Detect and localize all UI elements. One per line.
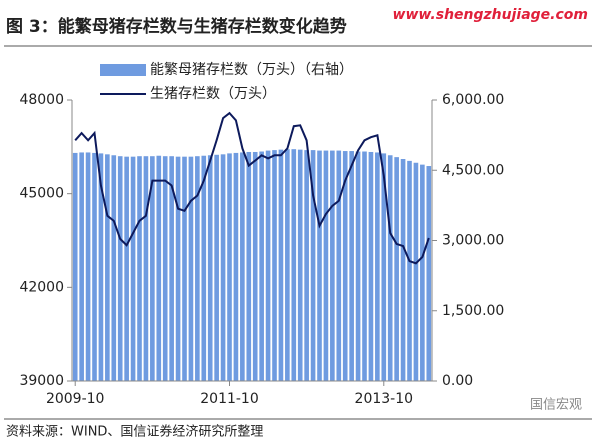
bar bbox=[124, 156, 129, 381]
legend-label: 生猪存栏数（万头） bbox=[150, 86, 276, 102]
watermark-box bbox=[418, 4, 594, 26]
y2-tick-label: 1,500.00 bbox=[442, 303, 504, 319]
bar bbox=[182, 156, 187, 381]
bar bbox=[105, 154, 110, 381]
y2-tick-label: 0.00 bbox=[442, 373, 473, 389]
x-tick-label: 2013-10 bbox=[355, 391, 414, 407]
bar bbox=[130, 156, 136, 381]
bar bbox=[336, 150, 342, 381]
bar bbox=[233, 152, 239, 381]
bar bbox=[207, 155, 213, 381]
bar bbox=[317, 150, 322, 381]
bar bbox=[420, 164, 425, 381]
bar bbox=[323, 150, 329, 381]
bar bbox=[111, 155, 117, 381]
bar bbox=[355, 151, 361, 381]
bar bbox=[188, 156, 194, 381]
source-note: 资料来源：WIND、国信证券经济研究所整理 bbox=[6, 424, 263, 440]
bar bbox=[394, 157, 399, 381]
bar bbox=[362, 151, 367, 381]
bar bbox=[265, 150, 271, 381]
y2-tick-label: 3,000.00 bbox=[442, 233, 504, 249]
bar bbox=[72, 152, 78, 381]
bar bbox=[413, 162, 419, 381]
bar bbox=[246, 151, 252, 381]
bar bbox=[342, 151, 348, 381]
bar bbox=[368, 151, 374, 381]
bar bbox=[259, 151, 264, 381]
brand: 国信宏观 bbox=[530, 398, 582, 413]
bar bbox=[162, 156, 168, 381]
bar bbox=[387, 155, 393, 381]
bar bbox=[426, 166, 432, 381]
bar bbox=[285, 149, 290, 381]
bar bbox=[214, 154, 219, 381]
bar bbox=[169, 156, 174, 381]
watermark: www.shengzhujiage.com bbox=[393, 7, 588, 23]
bar bbox=[195, 156, 200, 381]
bar bbox=[85, 152, 91, 381]
bar bbox=[220, 154, 226, 381]
bar bbox=[400, 159, 406, 381]
bar bbox=[150, 156, 155, 381]
bar bbox=[349, 151, 354, 381]
bar bbox=[143, 156, 149, 381]
bar bbox=[92, 152, 97, 381]
y-tick-label: 42000 bbox=[19, 279, 64, 295]
bar bbox=[381, 153, 387, 381]
bar bbox=[252, 151, 258, 381]
bar bbox=[227, 153, 232, 381]
bar bbox=[407, 160, 412, 381]
bar bbox=[98, 153, 104, 381]
x-tick-label: 2011-10 bbox=[200, 391, 259, 407]
bar bbox=[330, 150, 335, 381]
bar bbox=[297, 149, 303, 381]
bar bbox=[117, 156, 123, 381]
x-tick-label: 2009-10 bbox=[46, 391, 105, 407]
bar bbox=[304, 150, 309, 381]
bar bbox=[156, 155, 162, 381]
y-tick-label: 39000 bbox=[19, 373, 64, 389]
legend-label: 能繁母猪存栏数（万头）（右轴） bbox=[150, 62, 353, 78]
legend-swatch bbox=[100, 64, 146, 76]
line bbox=[74, 111, 430, 265]
chart-title: 图 3：能繁母猪存栏数与生猪存栏数变化趋势 bbox=[6, 16, 347, 37]
y-tick-label: 45000 bbox=[19, 186, 64, 202]
bar bbox=[272, 150, 277, 381]
bar bbox=[201, 155, 207, 381]
bar bbox=[137, 156, 142, 381]
bar bbox=[291, 149, 297, 381]
y2-tick-label: 4,500.00 bbox=[442, 162, 504, 178]
bar bbox=[310, 150, 316, 381]
y-tick-label: 48000 bbox=[19, 92, 64, 108]
bar bbox=[79, 152, 84, 381]
bar bbox=[375, 152, 380, 381]
bar bbox=[175, 156, 181, 381]
bar bbox=[278, 149, 284, 381]
y2-tick-label: 6,000.00 bbox=[442, 92, 504, 108]
bar bbox=[240, 152, 245, 381]
